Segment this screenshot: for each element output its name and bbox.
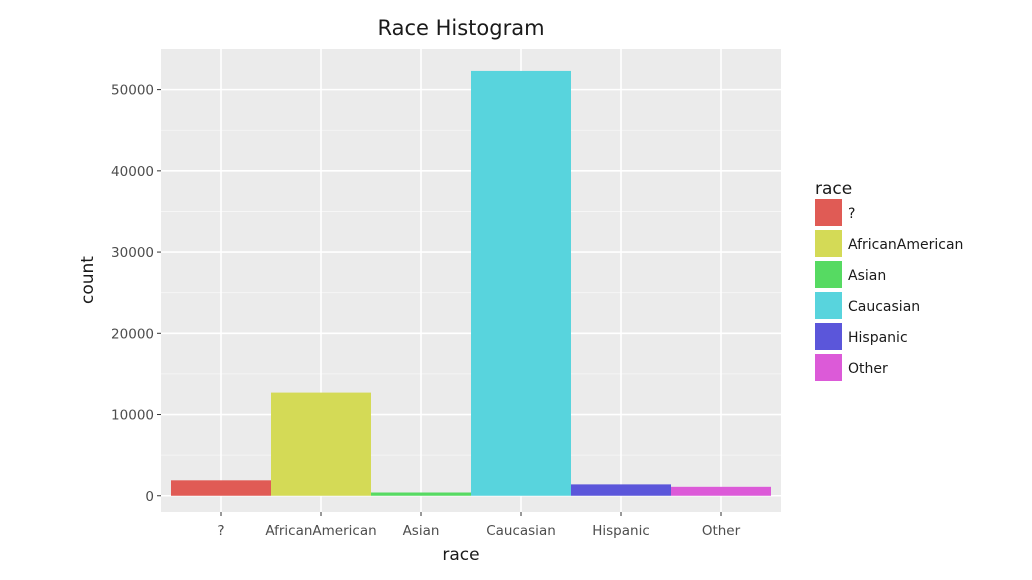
x-tick-label: ?: [217, 523, 224, 539]
x-tick-label: Other: [702, 523, 741, 539]
bars: [171, 70, 771, 496]
legend-key: [815, 261, 842, 288]
y-axis-title: count: [78, 256, 98, 304]
legend-label: Hispanic: [848, 330, 908, 346]
bar: [371, 492, 471, 496]
legend-label: Caucasian: [848, 299, 920, 315]
legend-key: [815, 292, 842, 319]
y-tick-label: 0: [145, 489, 154, 505]
y-tick-label: 20000: [111, 326, 154, 342]
legend-key: [815, 323, 842, 350]
legend-key: [815, 354, 842, 381]
y-tick-label: 50000: [111, 83, 154, 99]
x-tick-label: Asian: [403, 523, 440, 539]
legend: race ? AfricanAmerican Asian Caucasian Hispa…: [815, 179, 963, 381]
bar: [471, 70, 571, 496]
legend-key: [815, 230, 842, 257]
legend-label: Other: [848, 361, 888, 377]
legend-label: Asian: [848, 268, 886, 284]
x-tick-label: AfricanAmerican: [265, 523, 376, 539]
legend-title: race: [815, 179, 852, 199]
y-axis: 0 10000 20000 30000 40000 50000: [111, 83, 161, 505]
x-tick-label: Hispanic: [592, 523, 650, 539]
bar: [671, 486, 771, 496]
bar: [271, 392, 371, 496]
y-tick-label: 30000: [111, 245, 154, 261]
x-axis: ? AfricanAmerican Asian Caucasian Hispanic Ot…: [217, 512, 741, 539]
x-tick-label: Caucasian: [486, 523, 556, 539]
y-tick-label: 10000: [111, 408, 154, 424]
legend-label: AfricanAmerican: [848, 237, 963, 253]
x-axis-title: race: [442, 545, 479, 565]
bar: [171, 480, 271, 496]
bar: [571, 484, 671, 496]
y-tick-label: 40000: [111, 164, 154, 180]
chart-title: Race Histogram: [377, 16, 544, 40]
legend-key: [815, 199, 842, 226]
legend-label: ?: [848, 206, 855, 222]
